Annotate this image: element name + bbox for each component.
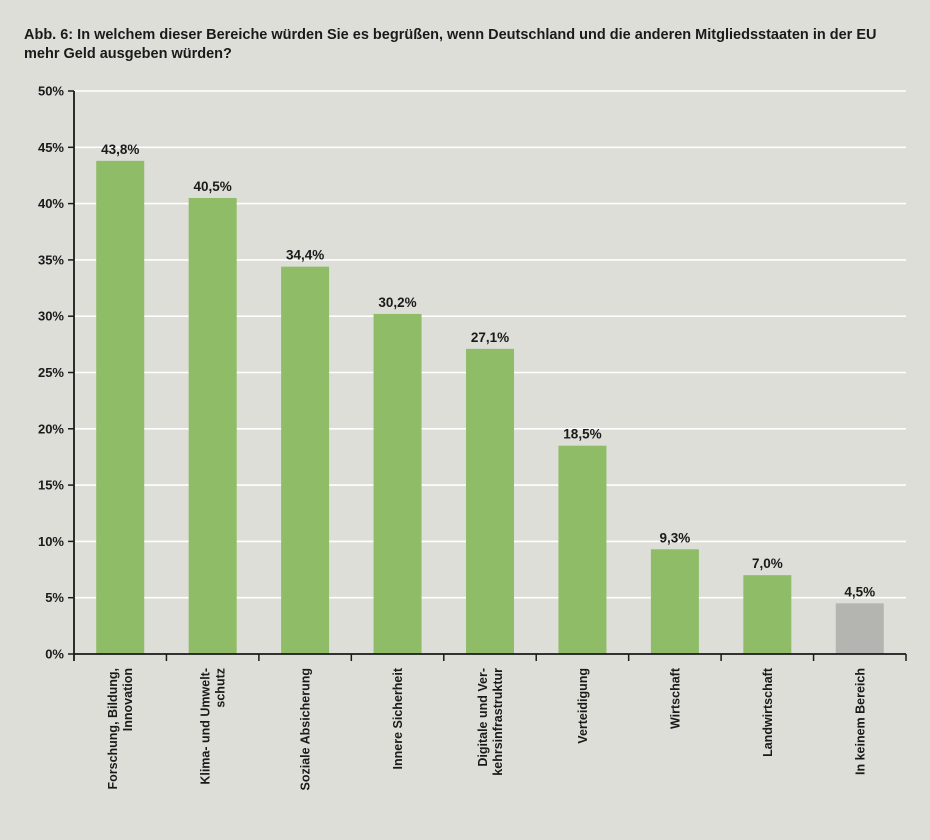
x-category-label: Wirtschaft — [668, 667, 682, 729]
y-tick-label: 50% — [38, 84, 64, 99]
bar — [373, 313, 422, 654]
x-category-label: Landwirtschaft — [761, 667, 775, 757]
x-category-label-line: Forschung, Bildung, — [106, 668, 120, 790]
x-category-label-line: Soziale Absicherung — [299, 668, 313, 790]
x-category-label: Forschung, Bildung,Innovation — [106, 668, 135, 790]
bar — [743, 575, 792, 654]
x-category-label-line: schutz — [214, 668, 228, 708]
data-label: 40,5% — [194, 179, 232, 194]
x-category-label-line: In keinem Bereich — [853, 668, 867, 775]
x-category-label-line: Digitale und Ver- — [476, 668, 490, 767]
bar — [96, 160, 145, 654]
x-category-label-line: kehrsinfrastruktur — [491, 668, 505, 776]
bar — [835, 603, 884, 654]
x-category-label-line: Verteidigung — [576, 668, 590, 744]
x-category-label-line: Innere Sicherheit — [391, 667, 405, 769]
x-category-label-line: Landwirtschaft — [761, 667, 775, 757]
x-category-label: Digitale und Ver-kehrsinfrastruktur — [476, 668, 505, 776]
x-category-label: In keinem Bereich — [853, 668, 867, 775]
data-label: 27,1% — [471, 330, 509, 345]
y-tick-label: 25% — [38, 365, 64, 380]
y-tick-label: 5% — [45, 590, 64, 605]
bar — [188, 197, 237, 654]
bar — [466, 348, 514, 654]
x-category-label-line: Wirtschaft — [668, 667, 682, 729]
data-label: 30,2% — [378, 295, 416, 310]
data-label: 4,5% — [844, 584, 875, 599]
data-label: 43,8% — [101, 142, 139, 157]
x-category-label: Innere Sicherheit — [391, 667, 405, 769]
y-tick-label: 45% — [38, 140, 64, 155]
x-category-label: Verteidigung — [576, 668, 590, 744]
y-tick-label: 20% — [38, 421, 64, 436]
bar — [281, 266, 330, 654]
y-tick-label: 40% — [38, 196, 64, 211]
y-tick-label: 35% — [38, 252, 64, 267]
x-category-label: Soziale Absicherung — [299, 668, 313, 790]
data-label: 34,4% — [286, 248, 324, 263]
y-tick-label: 10% — [38, 534, 64, 549]
bar — [650, 549, 699, 654]
y-tick-label: 15% — [38, 478, 64, 493]
data-label: 9,3% — [659, 530, 690, 545]
y-tick-label: 30% — [38, 309, 64, 324]
x-category-label-line: Innovation — [121, 668, 135, 731]
x-category-label: Klima- und Umwelt-schutz — [199, 668, 228, 785]
chart-title: Abb. 6: In welchem dieser Bereiche würde… — [24, 27, 877, 62]
bar — [558, 445, 607, 654]
x-category-label-line: Klima- und Umwelt- — [199, 668, 213, 785]
data-label: 7,0% — [752, 556, 783, 571]
data-label: 18,5% — [563, 427, 601, 442]
y-tick-label: 0% — [45, 647, 64, 662]
